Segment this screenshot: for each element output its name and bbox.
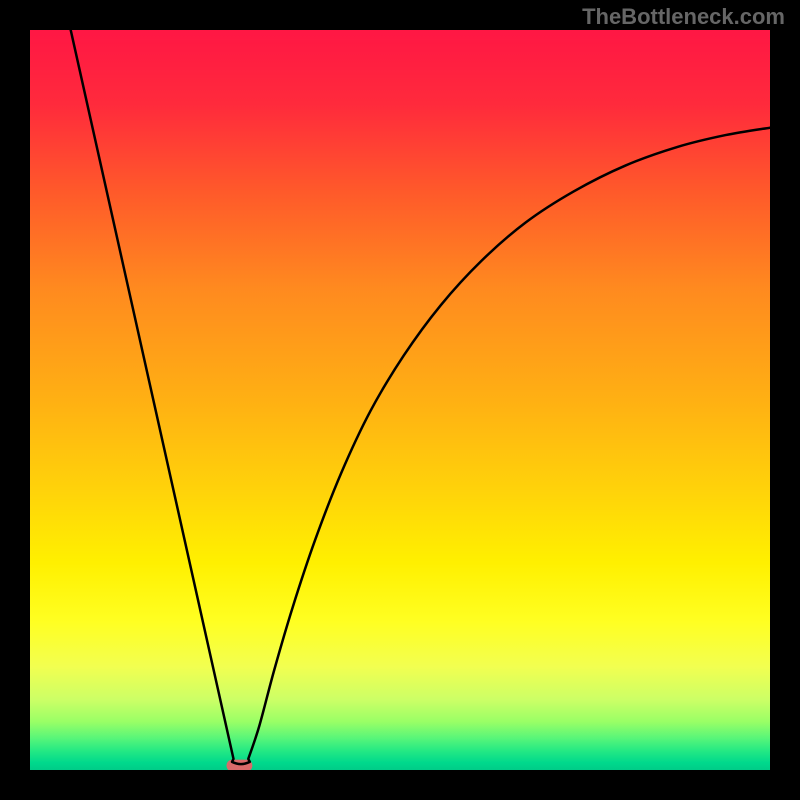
plot-area [30,30,770,770]
root-container: TheBottleneck.com [0,0,800,800]
gradient-background [30,30,770,770]
watermark-text: TheBottleneck.com [582,4,785,30]
plot-svg [30,30,770,770]
